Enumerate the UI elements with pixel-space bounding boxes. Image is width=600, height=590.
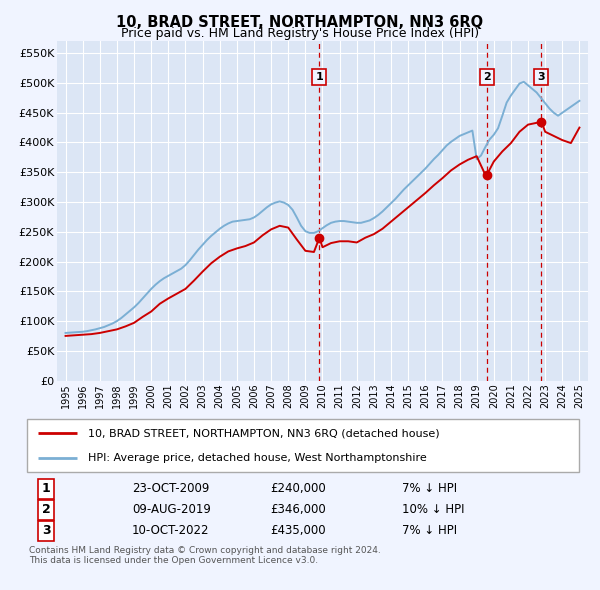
Text: £346,000: £346,000 xyxy=(270,503,326,516)
Text: 2: 2 xyxy=(42,503,50,516)
Text: 23-OCT-2009: 23-OCT-2009 xyxy=(132,483,209,496)
Text: 3: 3 xyxy=(538,72,545,82)
Text: £240,000: £240,000 xyxy=(270,483,326,496)
Text: Contains HM Land Registry data © Crown copyright and database right 2024.
This d: Contains HM Land Registry data © Crown c… xyxy=(29,546,380,565)
Text: 7% ↓ HPI: 7% ↓ HPI xyxy=(403,483,457,496)
Text: 10-OCT-2022: 10-OCT-2022 xyxy=(132,525,209,537)
Text: 7% ↓ HPI: 7% ↓ HPI xyxy=(403,525,457,537)
Text: £435,000: £435,000 xyxy=(270,525,326,537)
Text: 1: 1 xyxy=(42,483,50,496)
Text: 10% ↓ HPI: 10% ↓ HPI xyxy=(403,503,465,516)
Text: 10, BRAD STREET, NORTHAMPTON, NN3 6RQ: 10, BRAD STREET, NORTHAMPTON, NN3 6RQ xyxy=(116,15,484,30)
Text: 10, BRAD STREET, NORTHAMPTON, NN3 6RQ (detached house): 10, BRAD STREET, NORTHAMPTON, NN3 6RQ (d… xyxy=(88,428,439,438)
Text: HPI: Average price, detached house, West Northamptonshire: HPI: Average price, detached house, West… xyxy=(88,453,427,463)
Text: 3: 3 xyxy=(42,525,50,537)
Text: 1: 1 xyxy=(316,72,323,82)
Text: Price paid vs. HM Land Registry's House Price Index (HPI): Price paid vs. HM Land Registry's House … xyxy=(121,27,479,40)
Text: 09-AUG-2019: 09-AUG-2019 xyxy=(132,503,211,516)
Text: 2: 2 xyxy=(483,72,491,82)
